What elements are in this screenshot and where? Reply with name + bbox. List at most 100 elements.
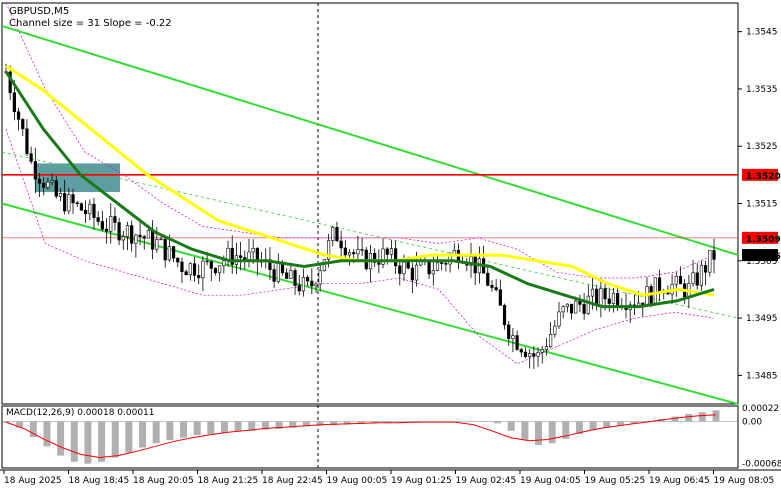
macd-histogram-bar [535,421,542,446]
candle-body [268,259,272,270]
candle-body [289,270,293,279]
macd-pane: 0.00022 0.00 -0.00068 [1,404,781,470]
candle-body [708,250,712,273]
macd-histogram-bar [139,421,147,448]
macd-histogram-bar [289,421,297,428]
candle-body [381,248,385,265]
candle-body [486,272,490,286]
price-label-text: 1.3506 [746,252,781,262]
macd-histogram-bar [220,421,228,433]
macd-y-tick-label: -0.00068 [742,460,781,470]
macd-histogram-bar [316,421,324,426]
candle-body [435,262,440,271]
candle-body [134,234,138,244]
price-label-box [742,231,778,244]
series-bollinger_lower [5,128,715,365]
candle-body [498,289,502,306]
candle-body [46,181,50,188]
candle-body [121,236,125,241]
price-label-text: 1.3509 [746,235,781,245]
candle-body [695,272,699,286]
candle-body [12,92,16,113]
x-tick-label: 19 Aug 04:05 [520,476,581,486]
chart-title: GBPUSD,M5 [9,6,69,17]
macd-histogram-bar [125,421,133,453]
candle-body [557,311,561,327]
macd-histogram-bar [43,421,51,447]
x-tick-label: 19 Aug 05:25 [585,476,646,486]
candle-body [657,277,662,293]
candle-body [138,234,142,237]
candle-body [515,335,519,350]
macd-histogram-bar [343,421,351,425]
candle-body [188,263,192,276]
macd-histogram-bar [302,421,310,427]
channel-upper-line [1,24,739,257]
chart-subtitle: Channel size = 31 Slope = -0.22 [9,18,172,29]
candle-body [197,275,201,279]
y-tick-label: 1.3515 [746,200,778,210]
candle-body [590,288,595,297]
macd-signal-line [5,414,717,459]
candle-body [58,192,63,197]
macd-histogram-bar [207,421,215,434]
macd-histogram-bar [685,414,693,422]
candle-body [155,239,159,250]
candle-body [603,288,607,300]
candle-body [318,270,322,285]
candle-body [213,268,218,274]
candle-body [222,260,226,267]
candle-body [586,295,590,314]
candle-body [293,270,297,286]
candle-body [272,269,276,282]
candle-body [389,248,394,255]
candle-body [553,325,557,335]
candle-body [88,203,92,215]
candle-body [691,272,695,284]
candle-body [104,228,109,232]
candle-body [532,353,536,357]
candle-body [469,256,473,266]
macd-y-tick-label: 0.00022 [742,404,779,414]
candle-body [63,192,67,212]
macd-histogram-bar [698,412,706,422]
candle-body [569,303,574,314]
candle-body [616,292,620,306]
macd-pane-frame [1,405,739,469]
candle-body [444,263,448,265]
candle-body [511,335,515,339]
candle-body [230,247,234,265]
candle-body [125,225,130,237]
macd-histogram-bar [166,421,174,441]
candle-body [356,249,360,255]
candle-body [306,277,310,282]
candle-body [699,265,704,286]
candle-body [561,306,565,313]
x-tick-label: 19 Aug 08:05 [714,476,775,486]
macd-histogram-bar [630,421,638,424]
macd-histogram-bar [152,421,160,444]
candle-body [373,252,377,263]
x-tick-label: 18 Aug 2025 [4,476,62,486]
candle-body [582,304,586,314]
macd-histogram-bar [494,421,502,424]
candle-body [678,276,683,285]
candle-body [130,225,134,244]
candle-body [100,221,104,230]
candle-body [176,257,180,263]
candle-body [301,277,306,292]
candle-body [352,252,356,255]
candle-body [322,259,326,272]
candle-body [410,267,414,281]
candle-body [339,240,343,249]
candle-body [171,246,176,259]
candle-body [192,263,197,276]
candle-body [490,285,494,288]
candle-body [117,222,121,241]
price-label-box [742,168,778,181]
y-tick-label: 1.3495 [746,314,778,324]
candle-body [83,209,88,215]
candle-body [205,260,209,263]
candle-body [96,217,100,222]
candle-body [29,153,33,162]
